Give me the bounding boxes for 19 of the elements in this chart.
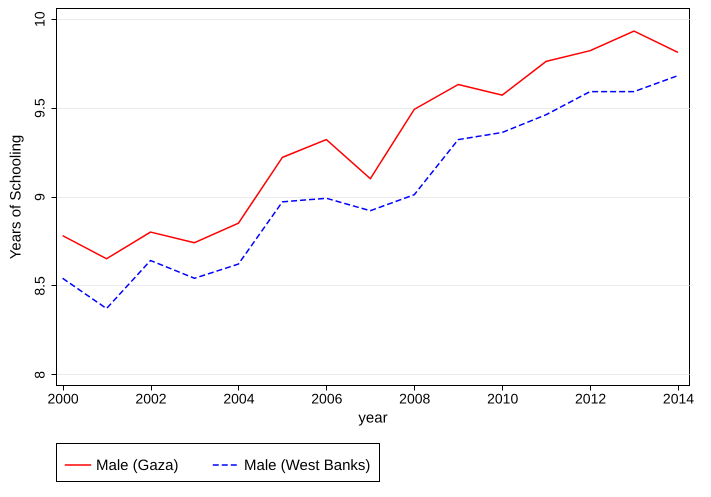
line-series <box>62 30 679 260</box>
legend-label: Male (West Banks) <box>244 457 370 474</box>
x-tick-label: 2002 <box>135 390 167 406</box>
y-tick-label: 8 <box>32 370 48 379</box>
x-tick-label: 2006 <box>311 390 343 406</box>
y-tick-label: 9 <box>32 192 48 201</box>
legend-label: Male (Gaza) <box>96 457 179 474</box>
x-tick-label: 2012 <box>575 390 606 406</box>
y-axis-title: Years of Schooling <box>8 134 24 260</box>
x-axis-title: year <box>358 410 388 426</box>
x-tick-label: 2004 <box>223 390 255 406</box>
line-series <box>62 74 679 310</box>
y-tick-label: 9.5 <box>32 98 48 118</box>
x-tick-label: 2014 <box>662 390 694 406</box>
x-tick-label: 2010 <box>487 390 518 406</box>
x-tick-label: 2000 <box>48 390 79 406</box>
y-tick-label: 8.5 <box>32 276 48 296</box>
x-tick-label: 2008 <box>399 390 431 406</box>
y-tick-label: 10 <box>32 11 48 27</box>
